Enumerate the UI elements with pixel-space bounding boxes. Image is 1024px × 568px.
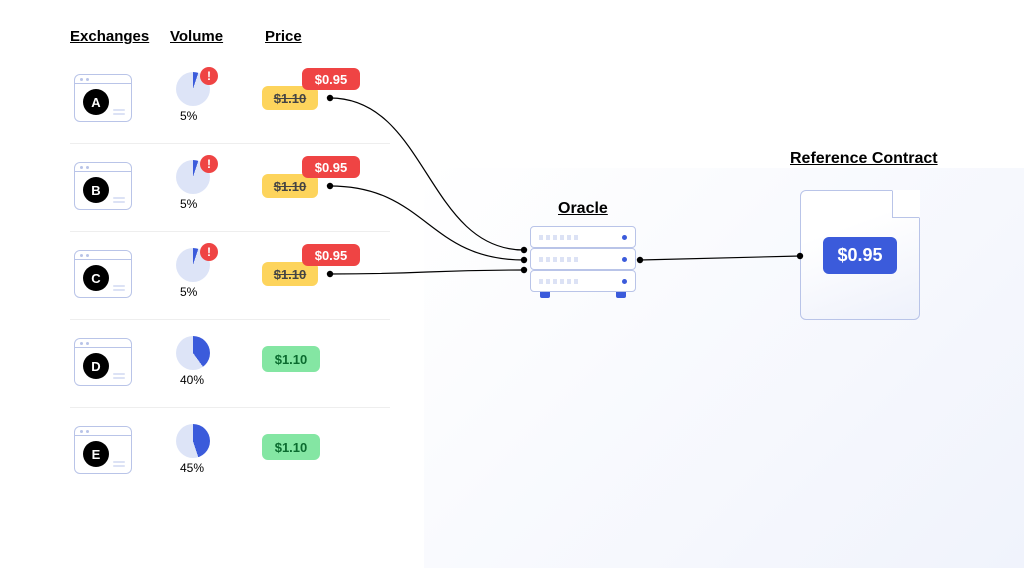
warning-icon: ! bbox=[200, 67, 218, 85]
exchange-window-icon: B bbox=[74, 162, 132, 210]
exchange-row: B ! 5% $1.10 $0.95 bbox=[70, 152, 390, 232]
exchange-id-badge: A bbox=[83, 89, 109, 115]
contract-doc-icon: $0.95 bbox=[800, 190, 920, 320]
volume-label: 5% bbox=[180, 197, 224, 211]
server-unit bbox=[530, 248, 636, 270]
heading-reference-contract: Reference Contract bbox=[790, 150, 938, 168]
reference-contract: $0.95 bbox=[800, 190, 930, 320]
server-unit bbox=[530, 226, 636, 248]
volume-label: 5% bbox=[180, 109, 224, 123]
exchange-row: D 40% $1.10 bbox=[70, 328, 390, 408]
oracle-server bbox=[530, 226, 640, 298]
warning-icon: ! bbox=[200, 155, 218, 173]
price-box: $1.10 bbox=[262, 346, 320, 372]
price-normal: $1.10 bbox=[262, 434, 320, 460]
price-normal: $1.10 bbox=[262, 346, 320, 372]
exchange-row: E 45% $1.10 bbox=[70, 416, 390, 496]
exchange-id-badge: E bbox=[83, 441, 109, 467]
exchange-window-icon: A bbox=[74, 74, 132, 122]
volume-pie: 40% bbox=[176, 336, 224, 387]
price-box: $1.10 bbox=[262, 434, 320, 460]
exchange-row: C ! 5% $1.10 $0.95 bbox=[70, 240, 390, 320]
exchange-id-badge: B bbox=[83, 177, 109, 203]
server-unit bbox=[530, 270, 636, 292]
exchange-window-icon: C bbox=[74, 250, 132, 298]
price-new: $0.95 bbox=[302, 244, 360, 266]
price-box: $1.10 $0.95 bbox=[262, 68, 372, 112]
heading-oracle: Oracle bbox=[558, 200, 608, 218]
volume-label: 5% bbox=[180, 285, 224, 299]
volume-pie: ! 5% bbox=[176, 248, 224, 299]
price-new: $0.95 bbox=[302, 156, 360, 178]
exchange-row: A ! 5% $1.10 $0.95 bbox=[70, 64, 390, 144]
heading-volume: Volume bbox=[170, 28, 223, 45]
exchange-id-badge: C bbox=[83, 265, 109, 291]
volume-pie: ! 5% bbox=[176, 72, 224, 123]
volume-pie: ! 5% bbox=[176, 160, 224, 211]
price-box: $1.10 $0.95 bbox=[262, 156, 372, 200]
heading-exchanges: Exchanges bbox=[70, 28, 149, 45]
volume-label: 40% bbox=[180, 373, 224, 387]
volume-pie: 45% bbox=[176, 424, 224, 475]
price-box: $1.10 $0.95 bbox=[262, 244, 372, 288]
exchange-id-badge: D bbox=[83, 353, 109, 379]
warning-icon: ! bbox=[200, 243, 218, 261]
exchange-window-icon: D bbox=[74, 338, 132, 386]
background-gradient bbox=[424, 168, 1024, 568]
price-new: $0.95 bbox=[302, 68, 360, 90]
heading-price: Price bbox=[265, 28, 302, 45]
exchange-window-icon: E bbox=[74, 426, 132, 474]
volume-label: 45% bbox=[180, 461, 224, 475]
contract-price: $0.95 bbox=[823, 237, 896, 274]
